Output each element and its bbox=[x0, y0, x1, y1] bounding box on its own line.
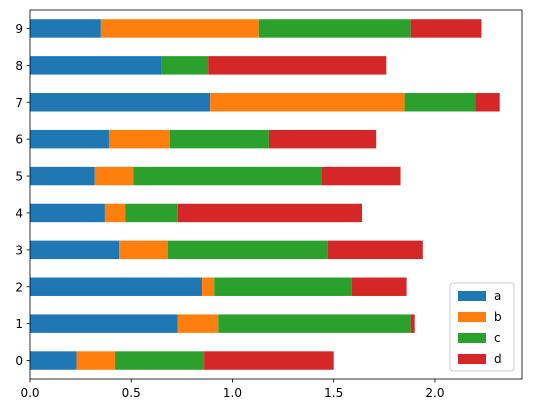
legend-label-d: d bbox=[494, 352, 502, 366]
x-axis: 0.0 0.5 1.0 1.5 2.0 bbox=[20, 379, 444, 400]
bars-group bbox=[30, 19, 500, 370]
bar-a-0 bbox=[30, 351, 77, 370]
x-tick-label: 0.5 bbox=[122, 386, 141, 400]
y-tick-label: 4 bbox=[15, 206, 23, 220]
bar-a-3 bbox=[30, 240, 120, 260]
legend-label-a: a bbox=[494, 289, 501, 303]
bar-a-1 bbox=[30, 314, 178, 333]
bar-d-1 bbox=[410, 314, 415, 333]
bar-d-8 bbox=[208, 56, 387, 75]
bar-d-7 bbox=[475, 93, 500, 112]
y-tick-label: 5 bbox=[15, 170, 23, 184]
bar-c-8 bbox=[161, 56, 209, 75]
bar-d-0 bbox=[204, 351, 334, 370]
bar-d-2 bbox=[351, 277, 407, 296]
bar-a-9 bbox=[30, 19, 101, 38]
y-tick-label: 8 bbox=[15, 59, 23, 73]
bar-b-1 bbox=[177, 314, 219, 333]
bar-c-4 bbox=[125, 203, 178, 223]
bar-a-7 bbox=[30, 93, 211, 112]
bar-d-6 bbox=[268, 129, 377, 149]
bar-c-3 bbox=[167, 240, 328, 260]
bar-a-4 bbox=[30, 203, 105, 223]
y-tick-label: 1 bbox=[15, 317, 23, 331]
bar-d-9 bbox=[410, 19, 482, 38]
x-tick-label: 1.0 bbox=[223, 386, 242, 400]
bar-b-4 bbox=[104, 203, 126, 223]
bar-b-9 bbox=[100, 19, 259, 38]
bar-b-0 bbox=[76, 351, 116, 370]
bar-a-5 bbox=[30, 166, 95, 186]
y-tick-label: 2 bbox=[15, 280, 23, 294]
bar-c-1 bbox=[218, 314, 411, 333]
bar-b-2 bbox=[202, 277, 215, 296]
bar-a-6 bbox=[30, 129, 109, 149]
bar-d-4 bbox=[177, 203, 363, 223]
bar-c-0 bbox=[115, 351, 205, 370]
bar-a-8 bbox=[30, 56, 162, 75]
legend-swatch-c bbox=[458, 333, 486, 343]
bar-a-2 bbox=[30, 277, 203, 296]
bar-c-7 bbox=[404, 93, 476, 112]
legend-box bbox=[449, 282, 515, 372]
y-tick-label: 6 bbox=[15, 133, 23, 147]
y-tick-label: 0 bbox=[15, 354, 23, 368]
bar-b-5 bbox=[94, 166, 134, 186]
plot-frame bbox=[29, 9, 523, 380]
x-tick-label: 2.0 bbox=[425, 386, 444, 400]
bar-c-9 bbox=[258, 19, 411, 38]
legend-label-c: c bbox=[494, 331, 501, 345]
bar-c-2 bbox=[214, 277, 352, 296]
legend-swatch-d bbox=[458, 354, 486, 364]
y-tick-label: 3 bbox=[15, 243, 23, 257]
legend-swatch-b bbox=[458, 312, 486, 322]
x-tick-label: 0.0 bbox=[20, 386, 39, 400]
y-tick-label: 7 bbox=[15, 96, 23, 110]
x-tick-label: 1.5 bbox=[324, 386, 343, 400]
bar-d-5 bbox=[321, 166, 401, 186]
legend-label-b: b bbox=[494, 310, 502, 324]
bar-c-5 bbox=[133, 166, 322, 186]
bar-b-3 bbox=[119, 240, 168, 260]
bar-b-7 bbox=[210, 93, 405, 112]
bar-b-6 bbox=[108, 129, 170, 149]
y-axis: 0 1 2 3 4 5 6 7 8 9 bbox=[15, 22, 30, 368]
bar-d-3 bbox=[327, 240, 423, 260]
bar-c-6 bbox=[169, 129, 269, 149]
y-tick-label: 9 bbox=[15, 22, 23, 36]
legend-swatch-a bbox=[458, 291, 486, 301]
